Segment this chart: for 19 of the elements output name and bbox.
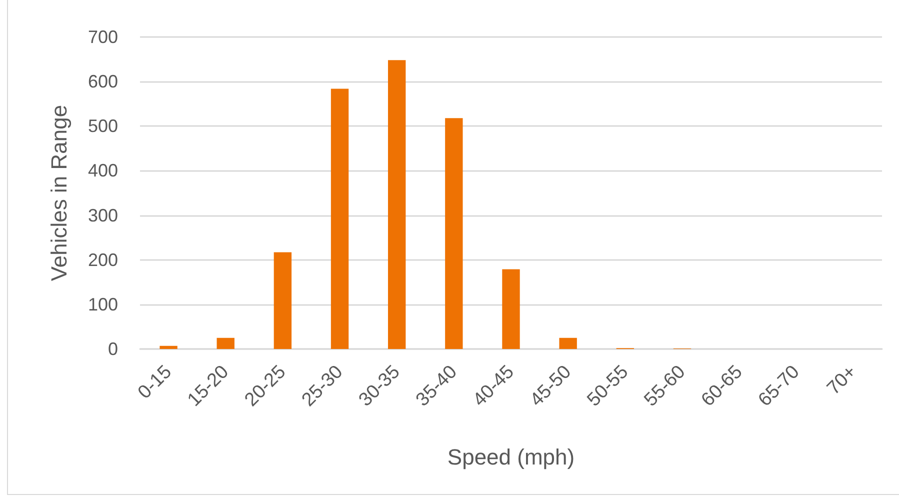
bar	[559, 338, 577, 349]
bar	[445, 118, 463, 349]
bar	[388, 60, 406, 349]
y-tick-label: 700	[88, 27, 118, 47]
y-tick-label: 600	[88, 72, 118, 92]
y-tick-label: 300	[88, 205, 118, 226]
x-axis-title: Speed (mph)	[447, 444, 575, 470]
bar	[160, 346, 178, 349]
x-tick-label: 70+	[823, 362, 861, 400]
y-tick-label: 0	[108, 339, 118, 359]
y-axis-title: Vehicles in Range	[46, 104, 72, 282]
bar	[216, 338, 234, 349]
y-tick-label: 500	[88, 116, 118, 136]
y-tick-label: 400	[88, 160, 118, 181]
y-tick-label: 200	[88, 250, 118, 270]
y-tick-label: 100	[88, 294, 118, 314]
bar	[502, 269, 520, 349]
bar	[330, 88, 349, 349]
bar	[274, 252, 292, 349]
